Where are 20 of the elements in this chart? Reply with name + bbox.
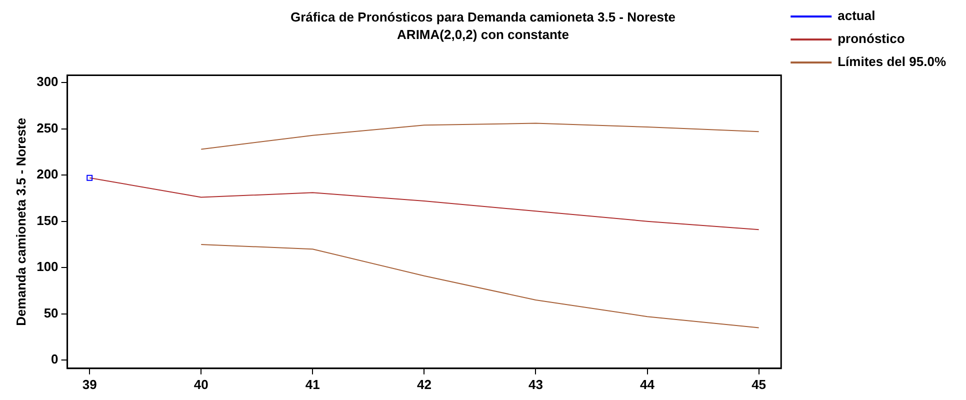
y-axis-title: Demanda camioneta 3.5 - Noreste (13, 118, 28, 326)
legend-label: pronóstico (838, 31, 905, 46)
y-tick-label: 300 (36, 74, 58, 90)
legend-label: actual (838, 8, 876, 24)
x-tick-label: 45 (752, 376, 766, 392)
x-tick-label: 43 (528, 376, 543, 392)
y-tick-label: 50 (44, 305, 58, 320)
y-tick-label: 200 (36, 166, 58, 182)
x-tick-label: 39 (82, 376, 97, 392)
x-tick-label: 41 (305, 376, 320, 392)
x-tick-label: 40 (194, 376, 208, 392)
legend-label: Límites del 95.0% (838, 54, 946, 70)
y-tick-label: 100 (36, 259, 58, 274)
y-tick-label: 0 (51, 352, 58, 367)
x-tick-label: 44 (640, 376, 656, 392)
x-tick-label: 42 (416, 376, 432, 392)
chart-subtitle: ARIMA(2,0,2) con constante (397, 26, 569, 42)
y-tick-label: 250 (36, 120, 58, 136)
y-tick-label: 150 (36, 212, 58, 228)
chart-title: Gráfica de Pronósticos para Demanda camioneta 3.5 - Noreste (290, 9, 676, 24)
